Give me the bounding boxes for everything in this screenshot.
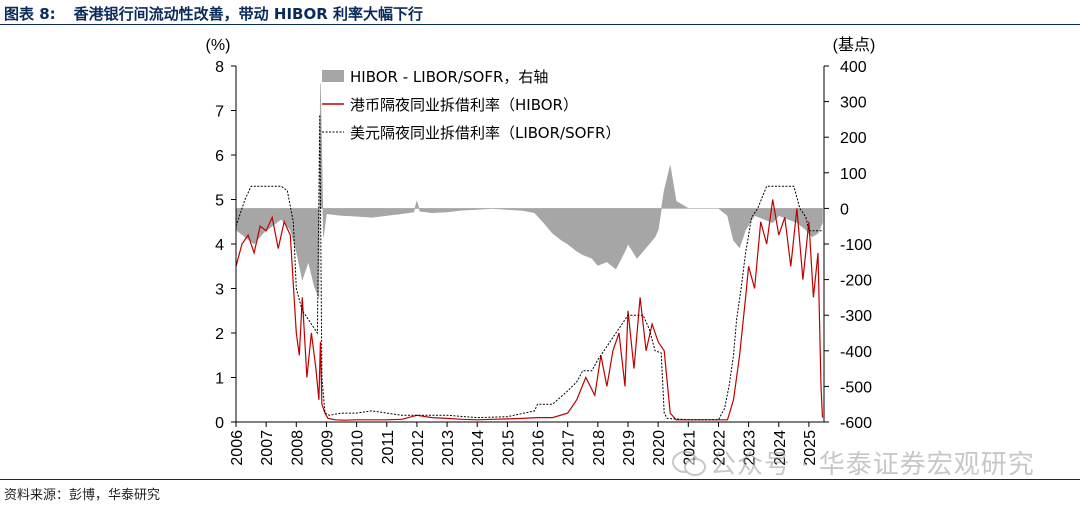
x-tick-label: 2015 xyxy=(500,430,517,466)
y-left-tick-label: 4 xyxy=(215,237,224,254)
source-note: 资料来源：彭博，华泰研究 xyxy=(4,488,161,503)
y-right-tick-label: -500 xyxy=(840,379,872,396)
watermark-text: 公众号 · 华泰证券宏观研究 xyxy=(710,450,1035,480)
y-left-unit: (%) xyxy=(206,37,231,54)
x-tick-label: 2022 xyxy=(711,430,728,466)
series-hibor-line xyxy=(235,199,824,421)
x-tick-label: 2007 xyxy=(259,430,276,466)
top-rule xyxy=(0,24,1080,25)
legend-label: 美元隔夜同业拆借利率（LIBOR/SOFR） xyxy=(350,124,620,142)
x-tick-label: 2019 xyxy=(621,430,638,466)
x-tick-label: 2020 xyxy=(651,430,668,466)
x-tick-label: 2010 xyxy=(350,430,367,466)
watermark: 公众号 · 华泰证券宏观研究 xyxy=(672,444,1035,481)
rate-lines xyxy=(235,114,824,421)
x-tick-label: 2011 xyxy=(380,430,397,465)
figure-title-text: 香港银行间流动性改善，带动 HIBOR 利率大幅下行 xyxy=(73,5,423,23)
x-tick-label: 2017 xyxy=(561,430,578,466)
y-right-tick-label: -600 xyxy=(840,415,872,432)
y-left-tick-label: 7 xyxy=(215,104,224,121)
spread-bars xyxy=(235,83,823,298)
legend-label: HIBOR - LIBOR/SOFR，右轴 xyxy=(350,68,548,86)
x-tick-label: 2018 xyxy=(591,430,608,466)
y-right-tick-label: -400 xyxy=(840,344,872,361)
y-left-tick-label: 6 xyxy=(215,148,224,165)
y-left-tick-label: 1 xyxy=(215,371,224,388)
x-tick-label: 2014 xyxy=(470,430,487,466)
y-left-tick-label: 5 xyxy=(215,193,224,210)
y-left-tick-label: 3 xyxy=(215,282,224,299)
y-right-tick-label: 400 xyxy=(840,59,867,76)
y-left-tick-label: 0 xyxy=(215,415,224,432)
x-tick-label: 2006 xyxy=(229,430,246,466)
figure-title: 图表 8: 香港银行间流动性改善，带动 HIBOR 利率大幅下行 xyxy=(4,3,423,24)
series-libor-line xyxy=(235,114,823,421)
y-right-tick-label: -200 xyxy=(840,273,872,290)
y-right-tick-label: -100 xyxy=(840,237,872,254)
chart: 0 1 2 3 4 5 6 7 8 -600 -500 -400 -300 -200 -100 0 100 200… xyxy=(206,36,876,466)
x-tick-label: 2009 xyxy=(319,430,336,466)
y-left-tick-label: 2 xyxy=(215,326,224,343)
x-tick-label: 2016 xyxy=(531,430,548,466)
x-tick-label: 2023 xyxy=(742,430,759,466)
series-spread-area xyxy=(235,83,823,298)
axes: 0 1 2 3 4 5 6 7 8 -600 -500 -400 -300 -200 -100 0 100 200… xyxy=(206,36,876,466)
x-tick-label: 2024 xyxy=(772,430,789,466)
figure-number: 图表 8: xyxy=(4,5,56,23)
y-right-unit: (基点) xyxy=(833,36,876,54)
y-right-tick-label: -300 xyxy=(840,308,872,325)
y-right-tick-label: 0 xyxy=(840,201,849,218)
y-right-tick-label: 300 xyxy=(840,95,867,112)
y-right-tick-label: 100 xyxy=(840,166,867,183)
wechat-icon xyxy=(672,451,706,476)
x-tick-label: 2012 xyxy=(410,430,427,466)
x-tick-label: 2025 xyxy=(802,430,819,466)
legend-swatch-spread xyxy=(322,70,344,82)
x-tick-label: 2008 xyxy=(289,430,306,466)
legend-label: 港币隔夜同业拆借利率（HIBOR） xyxy=(350,96,578,114)
bottom-rule xyxy=(0,479,1080,480)
x-tick-label: 2013 xyxy=(440,430,457,466)
y-left-tick-label: 8 xyxy=(215,59,224,76)
y-right-tick-label: 200 xyxy=(840,130,867,147)
